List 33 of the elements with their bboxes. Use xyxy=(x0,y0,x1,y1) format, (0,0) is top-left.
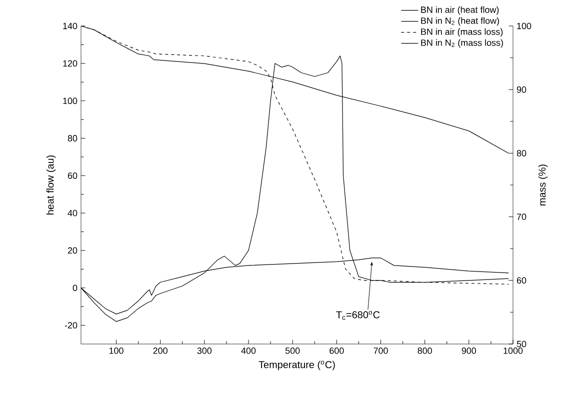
y2-axis-title: mass (%) xyxy=(538,164,548,206)
x-tick-label: 400 xyxy=(241,348,256,354)
legend-label: BN in N$_{2}$ (mass loss) xyxy=(421,39,503,48)
y2-tick-label: 70 xyxy=(516,214,526,220)
y2-tick-label: 90 xyxy=(516,86,526,93)
y-axis-title: heat flow (au) xyxy=(46,155,56,214)
y-tick-label: 120 xyxy=(63,60,78,67)
y-tick-label: 60 xyxy=(68,172,78,179)
x-tick-label: 600 xyxy=(330,348,344,354)
legend-label: BN in air (heat flow) xyxy=(421,6,499,15)
legend-label: BN in N$_{2}$ (heat flow) xyxy=(421,17,499,26)
legend-label: BN in air (mass loss) xyxy=(421,28,503,37)
x-tick-label: 800 xyxy=(418,348,432,354)
y-tick-label: 20 xyxy=(68,247,78,254)
annotation: T$_{c}$=680$^{o}$C xyxy=(336,310,380,320)
x-axis-title: Temperature ($^{o}$C) xyxy=(258,360,335,370)
y-tick-label: 40 xyxy=(68,210,78,216)
y2-tick-label: 80 xyxy=(516,150,526,156)
x-tick-label: 900 xyxy=(462,348,476,354)
x-tick-label: 100 xyxy=(109,348,124,354)
x-tick-label: 500 xyxy=(285,348,300,354)
x-tick-label: 300 xyxy=(197,348,212,354)
y-tick-label: 140 xyxy=(63,22,78,30)
y-tick-label: -20 xyxy=(64,322,78,328)
y2-tick-label: 100 xyxy=(517,22,532,30)
y-tick-label: 80 xyxy=(68,135,78,142)
x-tick-label: 700 xyxy=(374,348,388,354)
x-tick-label: 1000 xyxy=(504,348,523,354)
y2-tick-label: 50 xyxy=(516,340,526,348)
y-tick-label: 0 xyxy=(72,284,78,292)
y2-tick-label: 60 xyxy=(516,277,526,284)
y-tick-label: 100 xyxy=(63,98,78,104)
x-tick-label: 200 xyxy=(153,348,168,354)
